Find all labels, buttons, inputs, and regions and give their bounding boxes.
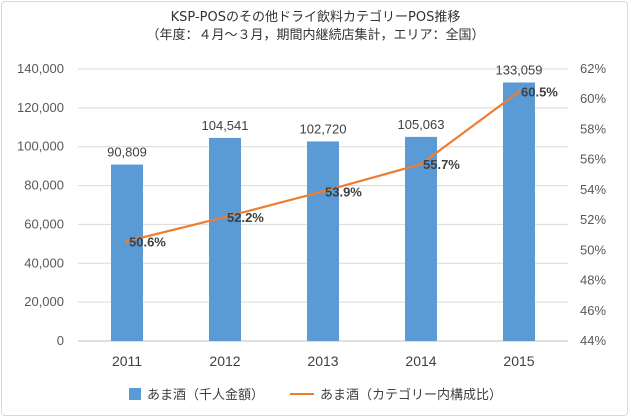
bar-data-label: 104,541 <box>202 118 249 133</box>
chart-title: KSP-POSのその他ドライ飲料カテゴリーPOS推移 <box>170 10 461 25</box>
legend-bar-swatch <box>128 387 141 400</box>
y-left-tick-label: 80,000 <box>24 178 64 193</box>
x-tick-label: 2015 <box>503 353 534 369</box>
y-left-tick-label: 0 <box>57 333 64 348</box>
y-right-tick-label: 44% <box>580 333 606 348</box>
bar-data-label: 105,063 <box>398 117 445 132</box>
line-point <box>517 90 521 94</box>
y-right-tick-label: 56% <box>580 152 606 167</box>
legend-item-line: あま酒（カテゴリー内構成比） <box>290 384 502 403</box>
legend-bar-label: あま酒（千人金額） <box>146 388 264 403</box>
y-right-tick-label: 60% <box>580 91 606 106</box>
bar-data-label: 102,720 <box>300 121 347 136</box>
line-point <box>321 189 325 193</box>
bar <box>307 141 339 341</box>
bar <box>111 164 143 341</box>
bar-data-label: 133,059 <box>496 62 543 77</box>
y-left-tick-label: 20,000 <box>24 294 64 309</box>
line-data-label: 60.5% <box>521 85 558 100</box>
line-data-label: 50.6% <box>129 234 166 249</box>
y-right-tick-label: 48% <box>580 273 606 288</box>
y-right-tick-label: 46% <box>580 303 606 318</box>
x-tick-label: 2011 <box>112 353 142 369</box>
x-tick-label: 2012 <box>209 353 240 369</box>
y-left-tick-label: 120,000 <box>17 100 64 115</box>
bar-data-label: 90,809 <box>107 145 147 160</box>
y-right-tick-label: 58% <box>580 121 606 136</box>
y-left-tick-label: 140,000 <box>17 61 64 76</box>
bar <box>209 137 241 341</box>
y-left-tick-label: 40,000 <box>24 255 64 270</box>
line-data-label: 52.2% <box>227 210 264 225</box>
y-right-tick-label: 50% <box>580 242 606 257</box>
line-point <box>223 215 227 219</box>
chart-subtitle: （年度：４月～３月，期間内継続店集計，エリア：全国） <box>146 28 485 43</box>
y-right-tick-label: 52% <box>580 212 606 227</box>
x-tick-label: 2013 <box>307 353 338 369</box>
line-data-label: 55.7% <box>423 157 460 172</box>
line-data-label: 53.9% <box>325 184 362 199</box>
line-point <box>125 239 129 243</box>
legend-line-swatch <box>290 392 314 395</box>
y-right-tick-label: 62% <box>580 61 606 76</box>
y-right-tick-label: 54% <box>580 182 606 197</box>
bar <box>503 82 535 341</box>
legend: あま酒（千人金額） あま酒（カテゴリー内構成比） <box>0 384 631 403</box>
line-point <box>419 162 423 166</box>
y-left-tick-label: 100,000 <box>17 139 64 154</box>
bar <box>405 136 437 341</box>
legend-item-bar: あま酒（千人金額） <box>128 384 264 403</box>
y-left-tick-label: 60,000 <box>24 216 64 231</box>
legend-line-label: あま酒（カテゴリー内構成比） <box>320 388 503 403</box>
x-tick-label: 2014 <box>405 353 436 369</box>
